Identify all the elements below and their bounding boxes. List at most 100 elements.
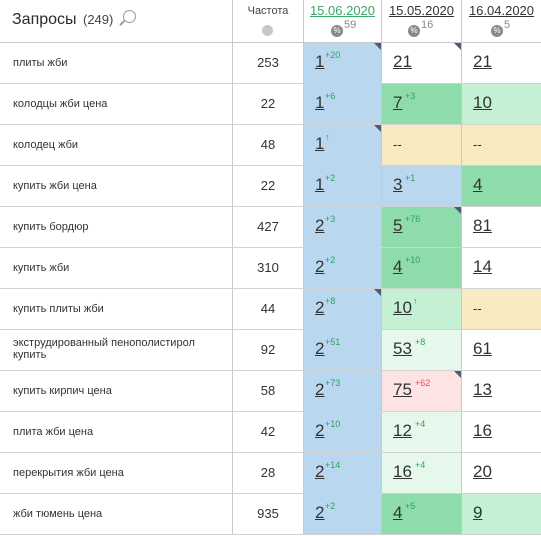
position-cell: 14 [462,248,541,288]
position-delta: +2 [325,255,336,265]
frequency-value: 22 [260,178,276,193]
position-value[interactable]: 61 [473,339,492,358]
query-text[interactable]: колодец жби [13,139,79,151]
date-link[interactable]: 15.06.2020 [309,3,376,18]
table-row: купить жби 310 2 +2 4 +10 14 [0,248,541,289]
table-row: купить плиты жби 44 2 +8 10 ↑ -- [0,289,541,330]
query-text[interactable]: жби тюмень цена [13,508,103,520]
position-value[interactable]: 1 [315,134,325,153]
table-row: жби тюмень цена 935 2 +2 4 +5 9 [0,494,541,535]
corner-marker [374,125,381,132]
query-cell: купить жби цена [0,166,233,206]
position-value[interactable]: 20 [473,462,492,481]
queries-count: (249) [82,12,114,27]
corner-marker [454,207,461,214]
position-value[interactable]: 14 [473,257,492,276]
position-value[interactable]: 21 [473,52,492,71]
position-cell: 1 +20 [304,43,382,83]
position-value[interactable]: 4 [473,175,483,194]
position-cell: 2 +8 [304,289,382,329]
table-row: купить бордюр 427 2 +3 5 +76 81 [0,207,541,248]
date-column-header: 16.04.2020 % 5 [462,0,541,42]
position-value[interactable]: 75 [393,380,412,399]
position-value[interactable]: 5 [393,216,403,235]
position-value[interactable]: 2 [315,380,325,399]
query-text[interactable]: плита жби цена [13,426,94,438]
position-value[interactable]: 9 [473,503,483,522]
position-delta: +2 [325,173,336,183]
position-value[interactable]: 12 [393,421,412,440]
position-value[interactable]: 7 [393,93,403,112]
position-cell: 4 [462,166,541,206]
position-value: -- [473,301,482,316]
percent-icon: % [408,25,420,37]
position-value[interactable]: 81 [473,216,492,235]
position-value[interactable]: 2 [315,339,325,358]
position-delta: +8 [325,296,336,306]
position-value[interactable]: 2 [315,216,325,235]
query-text[interactable]: купить жби [13,262,70,274]
query-cell: плита жби цена [0,412,233,452]
position-value[interactable]: 2 [315,257,325,276]
position-value[interactable]: 4 [393,257,403,276]
position-delta: +76 [405,214,421,224]
date-link[interactable]: 15.05.2020 [388,3,455,18]
position-cell: 2 +14 [304,453,382,493]
position-cell: 81 [462,207,541,247]
position-value[interactable]: 10 [473,93,492,112]
query-text[interactable]: купить кирпич цена [13,385,112,397]
position-value[interactable]: 2 [315,503,325,522]
table-row: колодцы жби цена 22 1 +6 7 +3 10 [0,84,541,125]
position-value[interactable]: 2 [315,298,325,317]
query-text[interactable]: колодцы жби цена [13,98,108,110]
position-value[interactable]: 21 [393,52,412,71]
percent-value: 5 [504,19,511,31]
position-cell: -- [462,289,541,329]
query-cell: купить жби [0,248,233,288]
position-value[interactable]: 10 [393,298,412,317]
position-delta: ↑ [413,296,418,306]
query-text[interactable]: плиты жби [13,57,68,69]
queries-title-label: Запросы [12,11,77,28]
frequency-header[interactable]: Частота [233,0,304,42]
queries-title[interactable]: Запросы (249) [12,11,113,29]
query-text[interactable]: экструдированный пенополистирол купить [13,337,195,361]
query-text[interactable]: купить бордюр [13,221,89,233]
position-value[interactable]: 4 [393,503,403,522]
position-value[interactable]: 16 [393,462,412,481]
position-delta: +14 [325,460,341,470]
position-value[interactable]: 2 [315,421,325,440]
query-text[interactable]: купить жби цена [13,180,97,192]
position-cell: 53 +8 [382,330,462,370]
frequency-cell: 935 [233,494,304,534]
position-value[interactable]: 16 [473,421,492,440]
query-text[interactable]: перекрытия жби цена [13,467,124,479]
query-cell: плиты жби [0,43,233,83]
position-delta: +8 [415,337,426,347]
table-row: перекрытия жби цена 28 2 +14 16 +4 20 [0,453,541,494]
position-delta: +4 [415,460,426,470]
corner-marker [374,43,381,50]
position-cell: 7 +3 [382,84,462,124]
position-delta: +73 [325,378,341,388]
search-icon[interactable] [123,10,136,23]
frequency-cell: 48 [233,125,304,165]
query-text[interactable]: купить плиты жби [13,303,104,315]
table-header: Запросы (249) Частота 15.06.2020 % 59 15… [0,0,541,43]
position-value[interactable]: 1 [315,52,325,71]
position-cell: 2 +73 [304,371,382,411]
corner-marker [454,371,461,378]
position-value[interactable]: 53 [393,339,412,358]
position-value[interactable]: 1 [315,175,325,194]
frequency-cell: 22 [233,84,304,124]
date-column-header: 15.06.2020 % 59 [304,0,382,42]
table-row: купить кирпич цена 58 2 +73 75 +62 13 [0,371,541,412]
position-value[interactable]: 2 [315,462,325,481]
frequency-value: 310 [257,260,279,275]
date-link[interactable]: 16.04.2020 [468,3,535,18]
table-row: купить жби цена 22 1 +2 3 +1 4 [0,166,541,207]
position-value[interactable]: 13 [473,380,492,399]
position-value[interactable]: 1 [315,93,325,112]
position-cell: 2 +51 [304,330,382,370]
position-value[interactable]: 3 [393,175,403,194]
